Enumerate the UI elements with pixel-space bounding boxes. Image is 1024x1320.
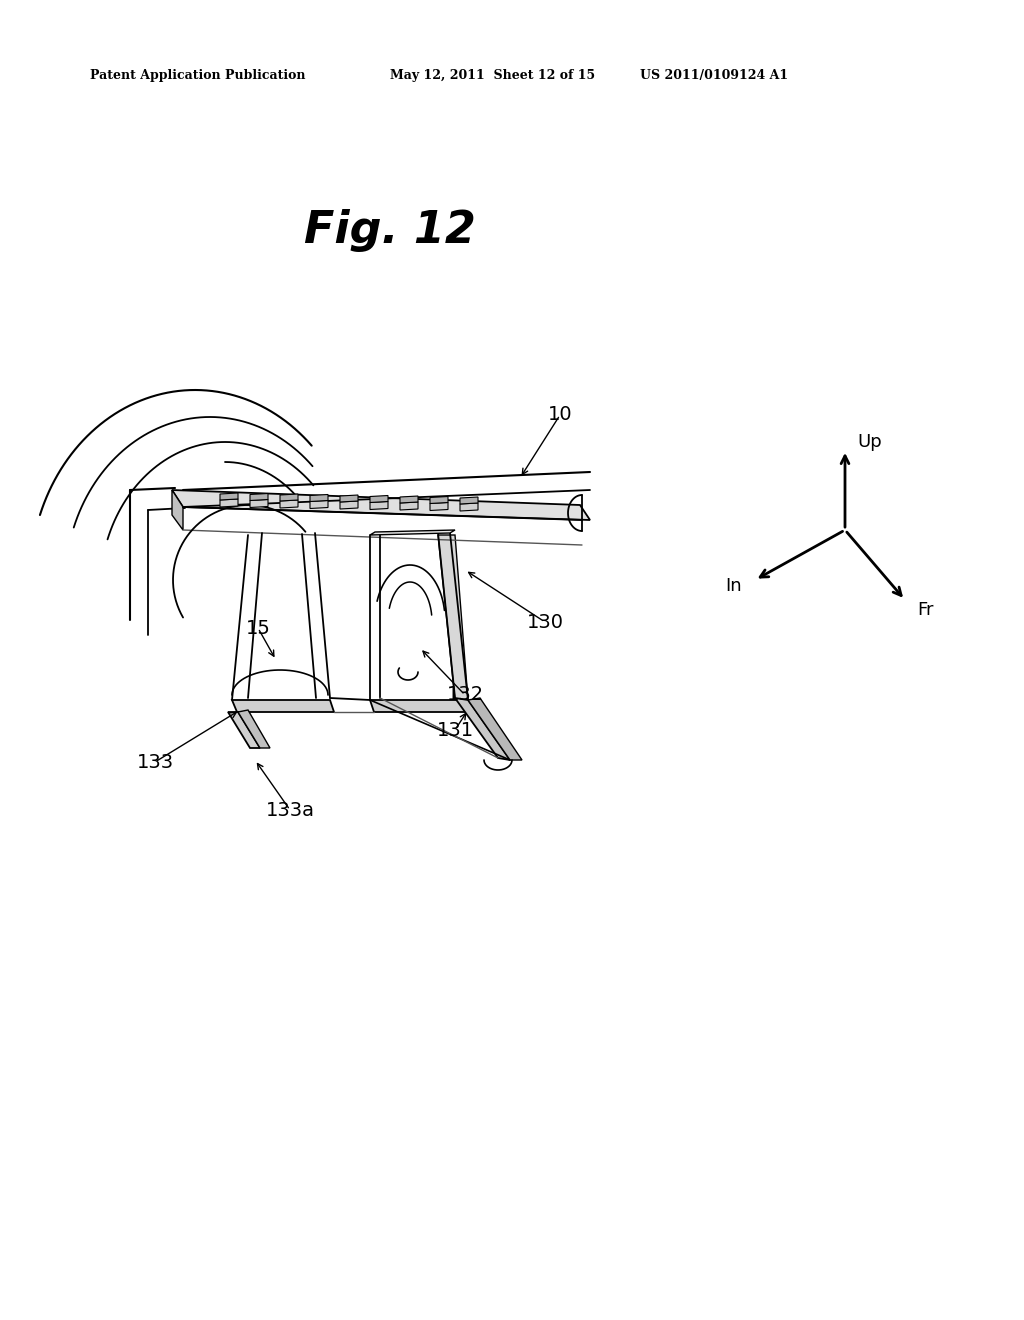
Polygon shape: [460, 498, 478, 504]
Polygon shape: [250, 499, 268, 507]
Polygon shape: [340, 495, 358, 502]
Polygon shape: [370, 531, 455, 535]
Polygon shape: [310, 500, 328, 508]
Polygon shape: [228, 711, 260, 748]
Polygon shape: [370, 502, 388, 510]
Polygon shape: [468, 698, 522, 760]
Polygon shape: [370, 495, 388, 503]
Polygon shape: [460, 503, 478, 511]
Polygon shape: [430, 496, 449, 503]
Polygon shape: [172, 490, 183, 531]
Polygon shape: [280, 500, 298, 508]
Polygon shape: [455, 698, 510, 760]
Text: Up: Up: [857, 433, 882, 451]
Polygon shape: [220, 499, 238, 507]
Polygon shape: [232, 700, 334, 711]
Text: 133a: 133a: [265, 800, 314, 820]
Polygon shape: [438, 535, 468, 700]
Polygon shape: [238, 710, 270, 748]
Polygon shape: [172, 490, 590, 520]
Polygon shape: [250, 494, 268, 500]
Text: May 12, 2011  Sheet 12 of 15: May 12, 2011 Sheet 12 of 15: [390, 69, 595, 82]
Text: US 2011/0109124 A1: US 2011/0109124 A1: [640, 69, 788, 82]
Text: 132: 132: [446, 685, 483, 705]
Text: 10: 10: [548, 405, 572, 425]
Polygon shape: [220, 492, 238, 500]
Polygon shape: [430, 503, 449, 511]
Polygon shape: [310, 495, 328, 502]
Polygon shape: [370, 700, 472, 711]
Text: 133: 133: [136, 752, 173, 771]
Text: Fr: Fr: [918, 601, 934, 619]
Polygon shape: [400, 502, 418, 510]
Polygon shape: [280, 494, 298, 502]
Polygon shape: [400, 496, 418, 503]
Polygon shape: [340, 502, 358, 510]
Text: In: In: [725, 577, 742, 595]
Text: 130: 130: [526, 612, 563, 631]
Text: 15: 15: [246, 619, 270, 638]
Text: Fig. 12: Fig. 12: [304, 209, 476, 252]
Text: Patent Application Publication: Patent Application Publication: [90, 69, 305, 82]
Text: 131: 131: [436, 721, 473, 739]
